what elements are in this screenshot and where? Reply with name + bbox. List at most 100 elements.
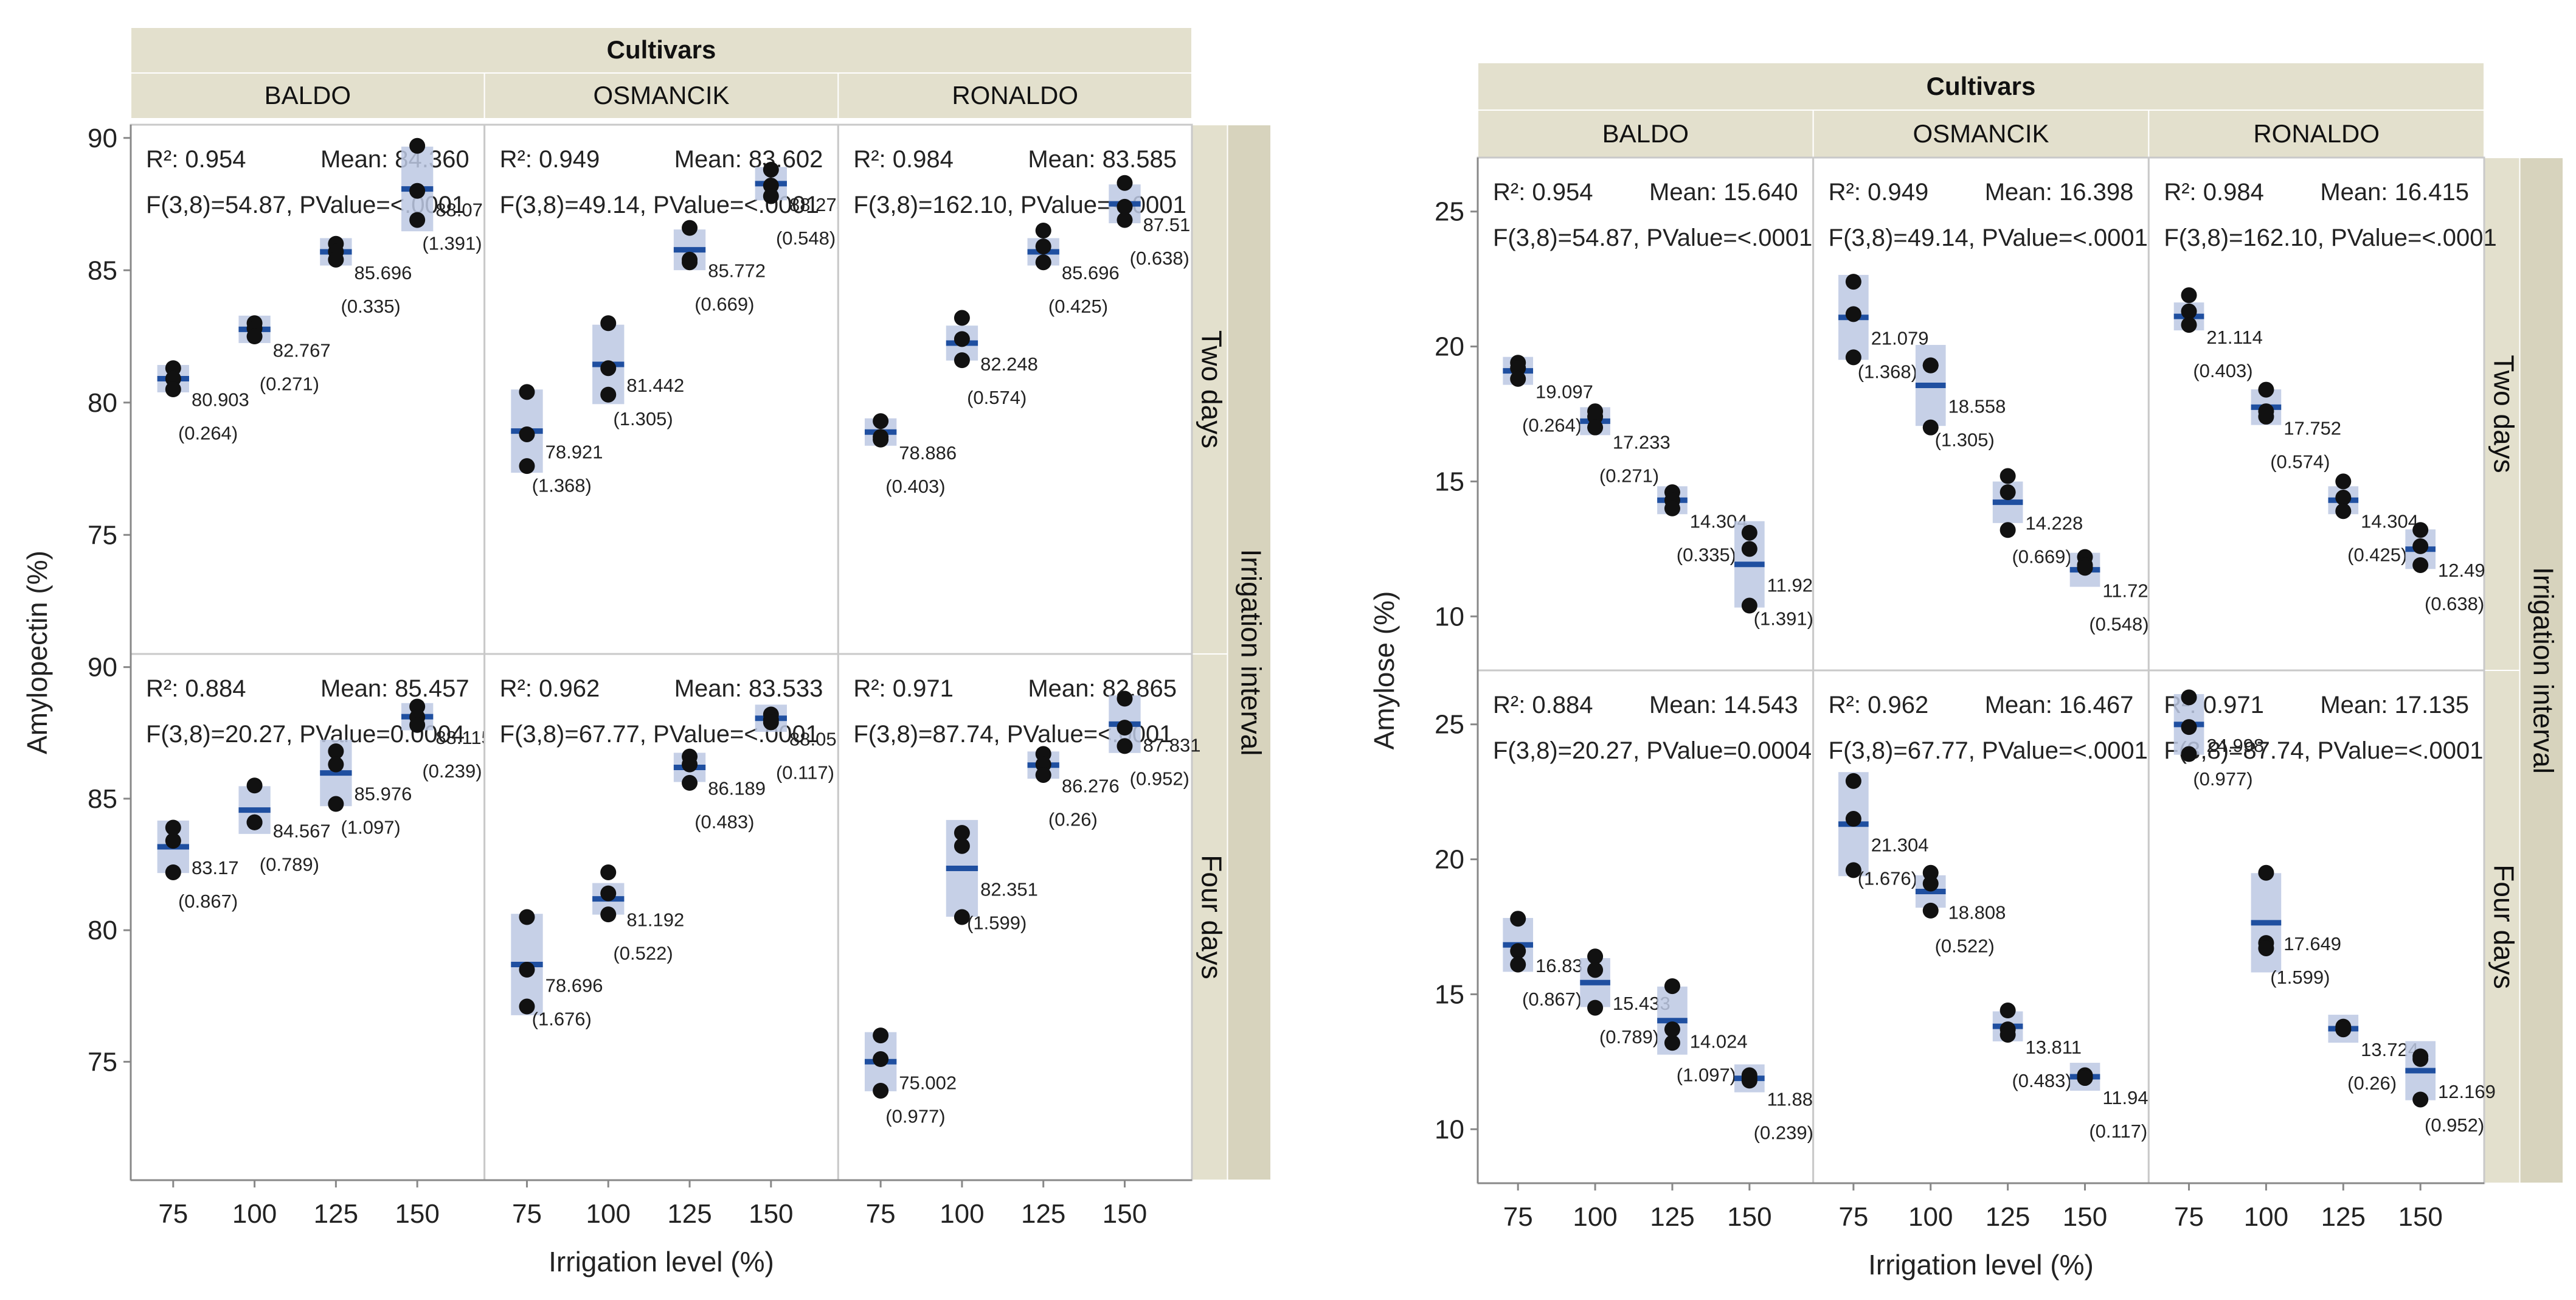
group-125: 14.228 (0.669) [1992,468,2083,568]
group-se-label: (0.425) [1048,296,1108,317]
overall-mean-label: Mean: 84.360 [320,146,469,173]
interval-strip [2519,157,2564,1184]
y-axis-title: Amylose (%) [1368,591,1400,750]
group-se-label: (0.271) [260,373,319,394]
group-75: 83.17 (0.867) [157,819,239,912]
group-se-label: (0.483) [694,811,754,832]
data-point [873,1051,889,1068]
group-100: 82.351 (1.599) [946,819,1038,933]
x-tick-label: 150 [1103,1199,1147,1229]
cultivar-header [130,72,485,119]
overall-mean-label: Mean: 85.457 [320,675,469,702]
cultivars-header-label: Cultivars [1927,72,2036,100]
group-se-label: (0.522) [613,943,673,964]
f-test-label: F(3,8)=54.87, PValue=<.0001 [1493,224,1812,251]
data-point [2181,287,2197,304]
data-point [409,182,426,199]
group-150: 88.115 (0.239) [401,698,492,782]
data-point [2181,746,2197,762]
data-point [1922,902,1939,919]
cultivars-header [130,27,1193,74]
data-point [1845,773,1861,789]
cultivar-header-label: OSMANCIK [593,81,729,109]
group-se-label: (0.271) [1599,465,1659,486]
data-point [246,328,263,344]
data-point [1741,597,1757,614]
group-125: 86.276 (0.26) [1027,746,1120,830]
x-tick-label: 100 [586,1199,631,1229]
amylopectin-chart: Cultivars BALDO OSMANCIK RONALDO Two days Fou… [21,27,1272,1277]
cultivar-header-label: RONALDO [2253,119,2380,148]
group-mean-label: 82.767 [273,339,331,361]
data-point [1117,720,1133,736]
group-mean-label: 24.998 [2206,735,2264,756]
group-mean-label: 80.903 [192,389,249,410]
group-mean-label: 21.114 [2206,327,2263,348]
y-tick-label: 10 [1435,1114,1464,1144]
data-point [519,384,535,400]
data-point [2335,490,2352,506]
group-se-label: (0.403) [885,476,945,497]
group-se-label: (0.669) [2012,546,2071,568]
data-point [954,331,970,347]
group-se-label: (0.117) [2089,1121,2147,1142]
data-point [165,381,181,397]
group-mean-label: 16.83 [1536,955,1583,976]
group-se-label: (0.638) [1130,248,1189,269]
group-se-label: (1.368) [1858,361,1917,383]
group-125: 14.304(0.335) [1657,484,1748,565]
overall-mean-label: Mean: 16.398 [1985,179,2134,206]
group-75: 16.83 (0.867) [1503,911,1583,1010]
y-tick-label: 90 [88,653,117,683]
data-point [1587,948,1604,965]
group-mean-label: 82.248 [980,353,1038,375]
data-point [873,431,889,448]
group-mean-label: 88.115 [435,727,492,748]
data-point [1845,862,1861,878]
amylose-chart: Cultivars BALDO OSMANCIK RONALDO Two days Fou… [1368,62,2564,1281]
data-point [600,360,617,377]
panel-ronaldo-two-days: R²: 0.984 Mean: 16.415 F(3,8)=162.10, PVal… [2147,156,2497,672]
data-point [1587,419,1604,436]
data-point [1035,223,1051,238]
group-mean-label: 13.811 [2025,1037,2082,1058]
x-tick-label: 125 [667,1199,712,1229]
data-point [873,1082,889,1099]
group-mean-label: 12.169 [2438,1081,2496,1102]
data-point [1845,274,1861,290]
group-75: 78.696 (1.676) [511,909,603,1030]
f-test-label: F(3,8)=49.14, PValue=<.0001 [1829,224,2148,251]
group-75: 78.921 (1.368) [511,384,603,496]
interval-strip [1227,124,1272,1181]
group-se-label: (0.952) [2425,1114,2484,1136]
data-point [1117,212,1133,228]
group-mean-label: 86.189 [708,777,766,799]
group-125: 85.696 (0.425) [1027,223,1120,317]
group-se-label: (0.239) [1754,1122,1813,1144]
r-squared-label: R²: 0.884 [1493,692,1593,718]
data-point [165,864,181,880]
data-point [1741,524,1757,541]
x-tick-label: 150 [749,1199,793,1229]
group-125: 85.696 (0.335) [320,235,412,317]
panel-frame [483,653,839,1181]
cultivar-header [837,72,1193,119]
data-point [682,774,698,791]
interval-row-header [2484,157,2521,671]
data-point [1664,978,1680,995]
group-se-label: (0.26) [2347,1072,2397,1094]
y-tick-label: 15 [1435,467,1464,496]
x-tick-label: 125 [314,1199,358,1229]
panel-baldo-two-days: R²: 0.954 Mean: 15.640 F(3,8)=54.87, PValu… [1477,156,1823,672]
group-se-label: (0.425) [2347,544,2407,565]
data-point [2412,1051,2429,1067]
overall-mean-label: Mean: 17.135 [2320,692,2469,718]
data-point [2000,1003,2016,1019]
f-test-label: F(3,8)=67.77, PValue=<.0001 [1829,737,2148,764]
data-point [519,426,535,442]
group-150: 11.944(0.117) [2069,1063,2159,1142]
data-point [2258,940,2274,956]
group-se-label: (1.676) [532,1009,592,1030]
